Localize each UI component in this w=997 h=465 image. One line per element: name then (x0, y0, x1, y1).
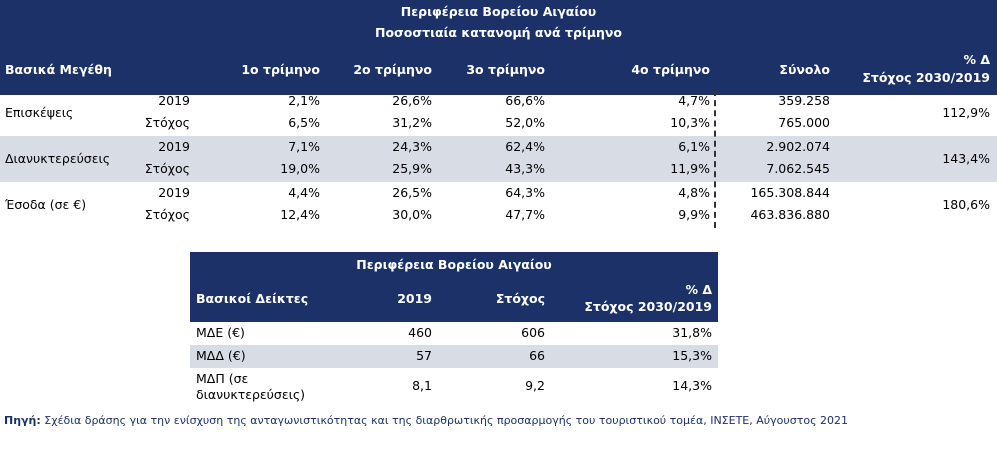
row-label: Στόχος (144, 161, 190, 176)
cell: 9,2 (525, 378, 545, 393)
cell: 4,4% (288, 185, 320, 200)
cell: 4,7% (678, 93, 710, 108)
row-label: Στόχος (144, 207, 190, 222)
source-note: Πηγή: Σχέδια δράσης για την ενίσχυση της… (4, 413, 848, 429)
cell: 43,3% (505, 161, 545, 176)
change-cell: 112,9% (942, 105, 990, 120)
cell: 10,3% (670, 115, 710, 130)
table-title: Περιφέρεια Βορείου Αιγαίου (400, 4, 597, 19)
cell: 765.000 (778, 115, 830, 130)
title-band (190, 252, 718, 322)
table-subtitle: Ποσοστιαία κατανομή ανά τρίμηνο (375, 25, 622, 40)
cell: 2,1% (288, 93, 320, 108)
cell: 24,3% (392, 139, 432, 154)
cell: 66,6% (505, 93, 545, 108)
row (190, 345, 718, 368)
group-label: Διανυκτερεύσεις (5, 151, 111, 166)
column-header: Σύνολο (779, 62, 830, 77)
column-header: 2019 (397, 291, 432, 306)
row-label: ΜΔΕ (€) (196, 325, 245, 340)
cell: 359.258 (778, 93, 830, 108)
cell: 8,1 (412, 378, 432, 393)
cell: 26,6% (392, 93, 432, 108)
column-header: 3ο τρίμηνο (466, 62, 545, 77)
cell: 2.902.074 (766, 139, 830, 154)
cell: 606 (521, 325, 545, 340)
header: Βασικά Μεγέθη (5, 62, 112, 77)
row-label: ΜΔΠ (σε διανυκτερεύσεις) (196, 371, 306, 402)
row-group (0, 136, 997, 182)
table-title: Περιφέρεια Βορείου Αιγαίου (356, 257, 552, 272)
column-header: 1ο τρίμηνο (241, 62, 320, 77)
cell: 30,0% (392, 207, 432, 222)
row-label: 2019 (158, 93, 190, 108)
cell: 460 (408, 325, 432, 340)
cell: 31,2% (392, 115, 432, 130)
column-header: Στόχος (495, 291, 545, 306)
cell: 6,5% (288, 115, 320, 130)
change-cell: 143,4% (942, 151, 990, 166)
cell: 47,7% (505, 207, 545, 222)
cell: 25,9% (392, 161, 432, 176)
column-header: 2ο τρίμηνο (353, 62, 432, 77)
cell: 11,9% (670, 161, 710, 176)
cell: 14,3% (672, 378, 712, 393)
title-band (0, 0, 997, 95)
source-label: Πηγή: (4, 414, 41, 427)
row-label: 2019 (158, 185, 190, 200)
cell: 12,4% (280, 207, 320, 222)
column-header: % Δ (685, 282, 712, 297)
divider (714, 90, 716, 228)
column-header: Στόχος 2030/2019 (862, 70, 990, 85)
row-label: 2019 (158, 139, 190, 154)
row-label: ΜΔΔ (€) (196, 348, 246, 363)
cell: 31,8% (672, 325, 712, 340)
cell: 7.062.545 (766, 161, 830, 176)
column-header: Στόχος 2030/2019 (584, 299, 712, 314)
cell: 52,0% (505, 115, 545, 130)
cell: 57 (416, 348, 432, 363)
column-header: % Δ (963, 52, 990, 67)
cell: 19,0% (280, 161, 320, 176)
group-label: Έσοδα (σε €) (5, 197, 87, 212)
row-label: Στόχος (144, 115, 190, 130)
column-header: 4ο τρίμηνο (631, 62, 710, 77)
cell: 7,1% (288, 139, 320, 154)
cell: 64,3% (505, 185, 545, 200)
cell: 62,4% (505, 139, 545, 154)
cell: 6,1% (678, 139, 710, 154)
cell: 26,5% (392, 185, 432, 200)
cell: 165.308.844 (750, 185, 830, 200)
source-text: Σχέδια δράσης για την ενίσχυση της ανταγ… (40, 414, 849, 427)
cell: 463.836.880 (750, 207, 830, 222)
cell: 4,8% (678, 185, 710, 200)
change-cell: 180,6% (942, 197, 990, 212)
header: Βασικοί Δείκτες (196, 291, 309, 306)
cell: 66 (529, 348, 545, 363)
cell: 9,9% (678, 207, 710, 222)
group-label: Επισκέψεις (5, 105, 74, 120)
cell: 15,3% (672, 348, 712, 363)
